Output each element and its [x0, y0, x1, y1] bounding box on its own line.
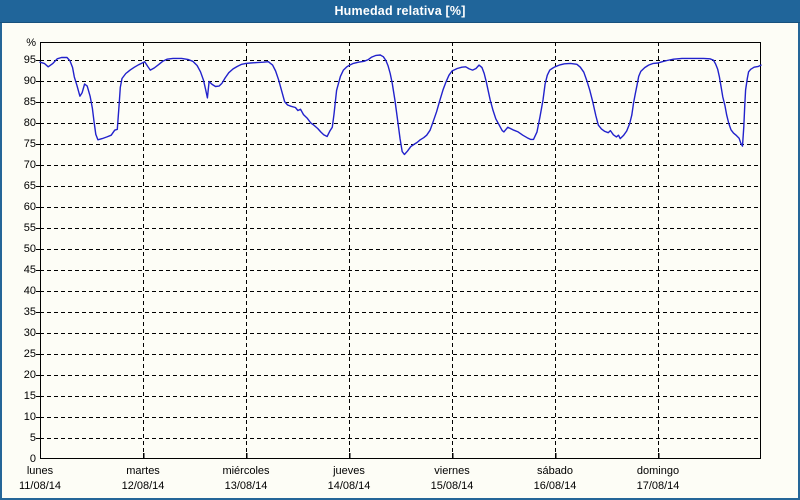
- x-date-label: 17/08/14: [636, 480, 680, 492]
- y-tick-label: 80: [23, 117, 36, 130]
- y-tick-label: 45: [23, 264, 36, 277]
- x-day-label: sábado: [536, 465, 574, 477]
- x-date-label: 16/08/14: [533, 480, 577, 492]
- y-tick-label: 10: [23, 411, 36, 423]
- y-tick-label: 40: [23, 285, 36, 298]
- x-date-label: 15/08/14: [430, 480, 474, 492]
- humidity-line: [39, 54, 762, 156]
- y-tick-label: 15: [23, 390, 36, 402]
- x-day-label: viernes: [434, 465, 470, 477]
- x-date-label: 14/08/14: [327, 480, 371, 492]
- y-tick-label: 75: [23, 138, 36, 151]
- y-tick-label: 50: [23, 243, 36, 256]
- plot-frame: [39, 41, 762, 460]
- x-date-label: 12/08/14: [121, 480, 165, 492]
- y-tick-label: 30: [23, 327, 36, 340]
- y-tick-label: 95: [23, 54, 36, 67]
- y-tick-label: 20: [23, 369, 36, 381]
- y-tick-label: 65: [23, 180, 36, 193]
- y-tick-label: 5: [29, 432, 36, 444]
- plot-area: [36, 41, 762, 460]
- y-tick-label: 55: [23, 222, 36, 235]
- x-date-label: 11/08/14: [18, 480, 61, 492]
- y-axis-unit-label: %: [26, 37, 36, 49]
- chart-title: Humedad relativa [%]: [334, 4, 466, 18]
- x-date-label: 13/08/14: [224, 480, 268, 492]
- x-day-label: martes: [126, 465, 160, 477]
- y-tick-label: 0: [29, 453, 36, 465]
- y-tick-label: 90: [23, 75, 36, 88]
- x-day-label: jueves: [333, 465, 365, 477]
- y-tick-label: 70: [23, 159, 36, 172]
- x-day-label: miércoles: [222, 465, 270, 477]
- x-day-label: lunes: [26, 465, 54, 477]
- chart-title-bar: Humedad relativa [%]: [0, 0, 800, 23]
- x-day-label: domingo: [636, 465, 680, 477]
- y-tick-label: 25: [23, 348, 36, 360]
- y-tick-label: 35: [23, 306, 36, 319]
- y-tick-label: 85: [23, 96, 36, 109]
- y-tick-label: 60: [23, 201, 36, 214]
